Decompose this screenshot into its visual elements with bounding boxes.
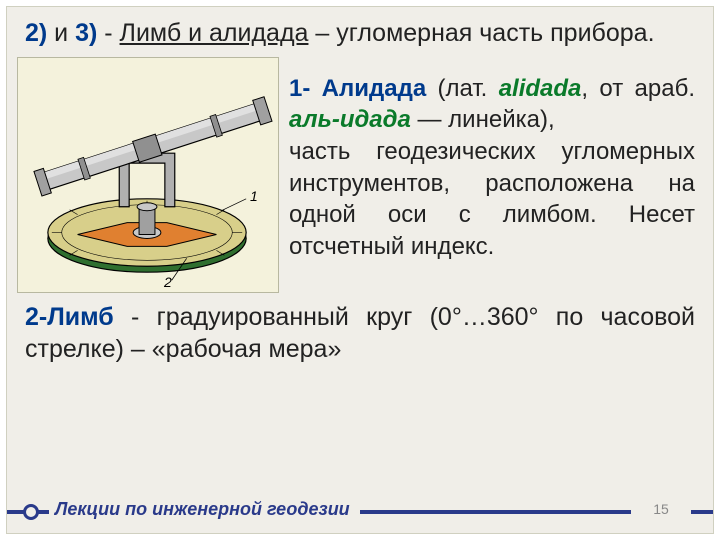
alidada-diagram-svg [18, 58, 278, 292]
desc-prefix: 1- Алидада [289, 75, 426, 102]
limb-prefix: 2-Лимб [25, 303, 114, 331]
desc-arab: аль-идада [289, 106, 411, 133]
limb-definition: 2-Лимб - градуированный круг (0°…360° по… [7, 293, 713, 370]
footer-bullet-icon [23, 504, 39, 520]
heading-num-2: 2) [25, 19, 47, 47]
desc-lat-open: (лат. [426, 75, 499, 102]
page-number: 15 [631, 497, 691, 521]
footer: Лекции по инженерной геодезии 15 [7, 497, 713, 525]
diagram-label-2: 2 [164, 274, 172, 290]
limb-body: - градуированный круг (0°…360° по часово… [25, 303, 695, 364]
desc-body: часть геодезических угломерных инструмен… [289, 138, 695, 260]
heading: 2) и 3) - Лимб и алидада – угломерная ча… [7, 7, 713, 55]
desc-mid1: , от араб. [581, 75, 695, 102]
mid-row: 1 2 1- Алидада (лат. alidada, от араб. а… [7, 55, 713, 293]
desc-latin: alidada [499, 75, 582, 102]
alidada-description: 1- Алидада (лат. alidada, от араб. аль-и… [289, 57, 695, 293]
heading-dash: - [97, 19, 119, 47]
footer-text: Лекции по инженерной геодезии [49, 499, 360, 520]
diagram: 1 2 [17, 57, 279, 293]
diagram-label-1: 1 [250, 188, 258, 204]
heading-rest: – угломерная часть прибора. [308, 19, 654, 47]
desc-mid2: — линейка), [411, 106, 555, 133]
slide-body: 2) и 3) - Лимб и алидада – угломерная ча… [6, 6, 714, 534]
heading-connector: и [47, 19, 75, 47]
heading-underlined: Лимб и алидада [120, 19, 309, 47]
heading-num-3: 3) [75, 19, 97, 47]
